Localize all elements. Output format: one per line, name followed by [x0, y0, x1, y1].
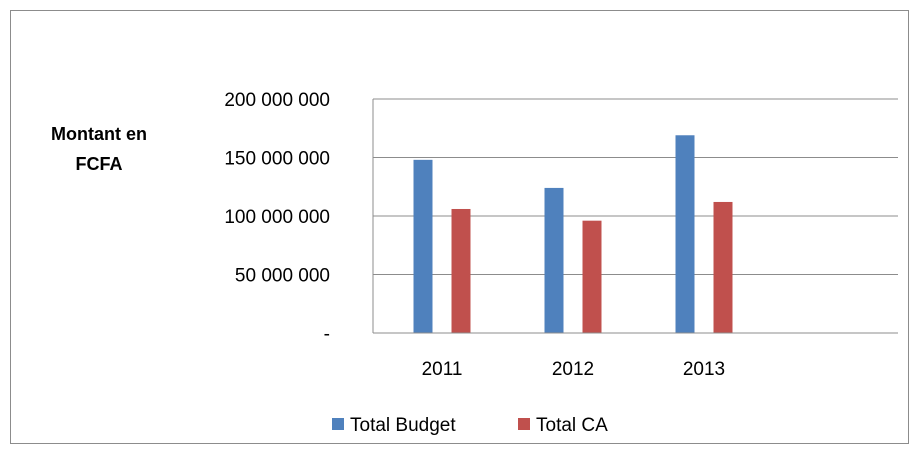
y-tick-label: 200 000 000 — [224, 90, 330, 111]
y-tick-label: - — [324, 324, 330, 345]
y-axis-label-line-2: FCFA — [76, 154, 123, 174]
y-axis-label-line-1: Montant en — [51, 124, 147, 144]
bar-total-ca-2011 — [451, 208, 471, 333]
legend-swatch — [332, 418, 344, 430]
bars — [413, 135, 733, 333]
y-tick-labels: - 50 000 000 100 000 000 150 000 000 200 000… — [224, 90, 330, 345]
bar-total-budget-2012 — [544, 187, 564, 333]
y-tick-label: 50 000 000 — [235, 266, 330, 287]
axes — [372, 99, 898, 334]
legend-label: Total CA — [536, 415, 608, 436]
legend-swatch — [518, 418, 530, 430]
y-tick-label: 150 000 000 — [224, 149, 330, 170]
x-tick-label: 2011 — [422, 359, 463, 380]
x-tick-labels: 2011 2012 2013 — [422, 359, 726, 380]
x-tick-label: 2013 — [683, 359, 725, 380]
bar-total-budget-2011 — [413, 159, 433, 333]
bar-total-ca-2013 — [713, 201, 733, 333]
x-tick-label: 2012 — [552, 359, 594, 380]
bar-total-ca-2012 — [582, 220, 602, 333]
legend: Total Budget Total CA — [332, 415, 608, 436]
y-tick-label: 100 000 000 — [224, 207, 330, 228]
bar-total-budget-2013 — [675, 135, 695, 333]
legend-label: Total Budget — [350, 415, 456, 436]
